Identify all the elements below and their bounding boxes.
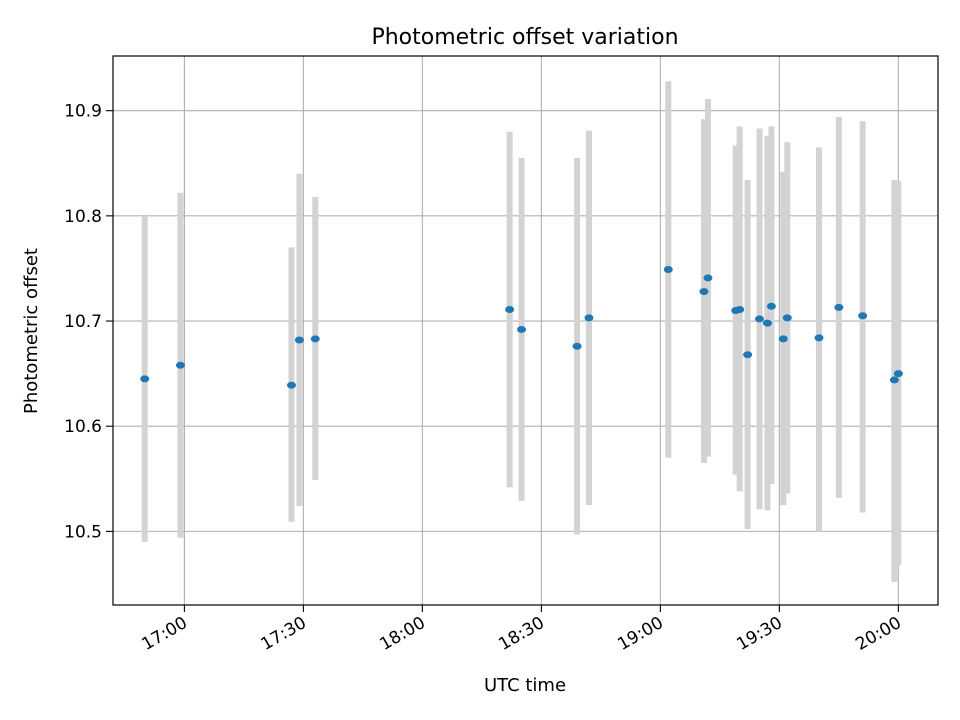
data-point — [834, 303, 844, 311]
data-point — [294, 336, 304, 344]
y-tick-label: 10.7 — [64, 312, 102, 332]
chart-title: Photometric offset variation — [371, 25, 678, 50]
data-point — [517, 325, 527, 333]
y-axis-label: Photometric offset — [21, 248, 42, 414]
x-axis-label: UTC time — [484, 675, 566, 696]
data-point — [735, 305, 745, 313]
data-point — [703, 274, 713, 282]
data-point — [814, 334, 824, 342]
data-point — [310, 335, 320, 343]
data-point — [893, 370, 903, 378]
data-point — [743, 351, 753, 359]
data-point — [762, 319, 772, 327]
data-point — [286, 381, 296, 389]
data-point — [505, 305, 515, 313]
data-point — [889, 376, 899, 384]
data-point — [782, 314, 792, 322]
data-point — [755, 315, 765, 323]
data-point — [572, 342, 582, 350]
data-point — [778, 335, 788, 343]
plot-frame — [112, 55, 939, 606]
data-point — [140, 375, 150, 383]
y-tick-label: 10.5 — [64, 522, 102, 542]
y-tick-label: 10.6 — [64, 417, 102, 437]
data-point — [584, 314, 594, 322]
y-tick-label: 10.8 — [64, 207, 102, 227]
data-point — [699, 288, 709, 296]
grid — [113, 56, 938, 605]
data-point — [663, 266, 673, 273]
data-points — [140, 266, 903, 389]
data-point — [175, 361, 185, 369]
data-point — [858, 312, 868, 320]
y-axis-ticks: 10.5 10.6 10.7 10.8 10.9 — [64, 102, 113, 542]
y-tick-label: 10.9 — [64, 102, 102, 122]
data-point — [766, 302, 776, 310]
